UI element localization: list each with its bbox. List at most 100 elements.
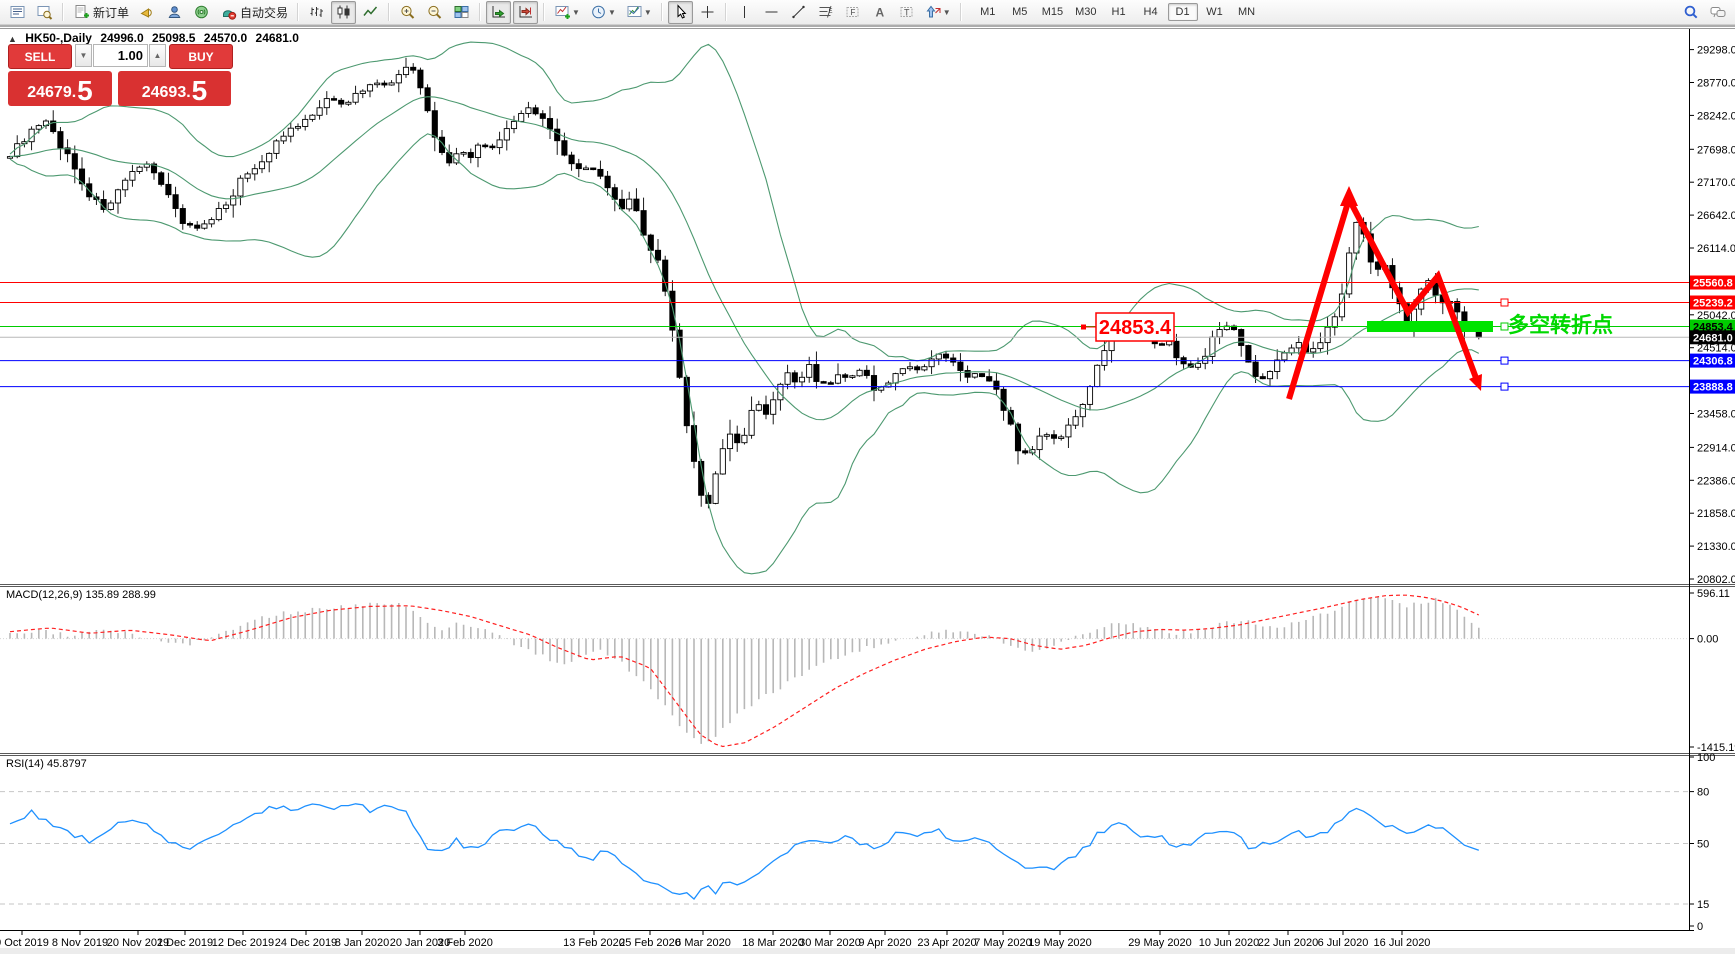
volume-increase-button[interactable]: ▲ bbox=[149, 44, 166, 67]
candle bbox=[395, 74, 402, 84]
indicators-button[interactable]: ▼ bbox=[550, 1, 584, 24]
timeframe-button-w1[interactable]: W1 bbox=[1206, 6, 1223, 18]
candle bbox=[899, 368, 906, 375]
timeframe-button-h1[interactable]: H1 bbox=[1111, 6, 1126, 18]
autotrading-button[interactable]: 自动交易 bbox=[216, 1, 292, 24]
signal-button[interactable] bbox=[189, 1, 214, 24]
buy-price-box[interactable]: 24693. 5 bbox=[118, 71, 231, 106]
axis-tick-label: 21858.0 bbox=[1697, 508, 1735, 520]
buy-button[interactable]: BUY bbox=[169, 44, 233, 69]
candle bbox=[438, 136, 446, 153]
zoom-out-button[interactable] bbox=[422, 1, 447, 24]
candle bbox=[64, 147, 71, 155]
text-button[interactable]: A bbox=[867, 1, 892, 24]
candle bbox=[1310, 348, 1317, 353]
trendline-button[interactable] bbox=[786, 1, 811, 24]
candle bbox=[928, 358, 935, 368]
timeframe-button-mn[interactable]: MN bbox=[1237, 6, 1256, 18]
megaphone-button[interactable] bbox=[135, 1, 160, 24]
candle bbox=[374, 82, 381, 86]
crosshair-button[interactable] bbox=[695, 1, 720, 24]
annotation-text[interactable]: 多空转折点 bbox=[1508, 313, 1613, 337]
rsi-indicator-label: RSI(14) 45.8797 bbox=[6, 758, 87, 770]
sell-price: 24679. bbox=[27, 84, 77, 101]
macd-tick-label: 0.00 bbox=[1697, 634, 1718, 646]
line-handle[interactable] bbox=[1500, 382, 1509, 391]
collapse-panel-icon[interactable]: ▲ bbox=[8, 34, 17, 44]
candle bbox=[1166, 340, 1173, 346]
price-callout-box[interactable]: 24853.4 bbox=[1081, 312, 1175, 342]
fibonacci-button[interactable]: E bbox=[813, 1, 838, 24]
auto-scroll-button[interactable] bbox=[486, 0, 512, 24]
axis-tick-label: 27170.0 bbox=[1697, 177, 1735, 189]
timeframe-button-h4[interactable]: H4 bbox=[1143, 6, 1158, 18]
timeframe-button-m30[interactable]: M30 bbox=[1075, 6, 1097, 18]
contact-icon bbox=[168, 6, 181, 18]
candle bbox=[114, 189, 122, 204]
vertical-line-button[interactable] bbox=[732, 1, 757, 24]
price-axis[interactable]: 29298.0 28770.0 28242.0 27698.0 27170.0 26642… bbox=[1689, 45, 1735, 933]
support-highlight-bar[interactable] bbox=[1367, 321, 1493, 332]
candle bbox=[532, 107, 539, 115]
shapes-button[interactable]: ▼ bbox=[921, 1, 955, 24]
search-icon bbox=[1684, 5, 1698, 19]
periods-button[interactable]: ▼ bbox=[586, 1, 620, 24]
candle bbox=[726, 433, 734, 450]
candle bbox=[734, 433, 741, 444]
timeframe-button-m1[interactable]: M1 bbox=[980, 6, 996, 18]
date-label: 3 Feb 2020 bbox=[437, 937, 493, 949]
sell-button[interactable]: SELL bbox=[8, 44, 72, 69]
window-magnifier-button[interactable] bbox=[32, 1, 57, 24]
templates-icon bbox=[627, 6, 642, 17]
candle bbox=[849, 375, 856, 378]
signal-icon bbox=[195, 5, 208, 19]
line-handle[interactable] bbox=[1500, 356, 1509, 365]
candle bbox=[431, 110, 438, 138]
search-button[interactable] bbox=[1678, 1, 1703, 24]
candle bbox=[244, 173, 251, 179]
candle bbox=[359, 90, 366, 94]
date-label: 12 Dec 2019 bbox=[212, 937, 274, 949]
cursor-button[interactable] bbox=[667, 0, 693, 24]
zoom-in-button[interactable] bbox=[395, 1, 420, 24]
symbol-name: HK50-,Daily bbox=[25, 31, 92, 45]
label-button[interactable]: T bbox=[894, 1, 919, 24]
tile-windows-button[interactable] bbox=[449, 1, 474, 24]
axis-tick-label: 20802.0 bbox=[1697, 574, 1735, 586]
bar-chart-button[interactable] bbox=[304, 1, 329, 24]
candlestick-button[interactable] bbox=[331, 0, 357, 24]
main-chart-panel: 24853.4 多空转折点 bbox=[0, 41, 1689, 575]
channel-button[interactable]: F bbox=[840, 1, 865, 24]
candle bbox=[546, 118, 554, 130]
timeframe-button-m5[interactable]: M5 bbox=[1012, 6, 1028, 18]
chart-list-button[interactable] bbox=[5, 1, 30, 24]
fibonacci-icon: E bbox=[819, 5, 832, 18]
templates-button[interactable]: ▼ bbox=[622, 1, 656, 24]
toolbar-separator bbox=[660, 3, 663, 21]
chevron-down-icon: ▼ bbox=[942, 7, 951, 17]
sell-price-box[interactable]: 24679. 5 bbox=[8, 71, 112, 106]
toolbar-separator bbox=[62, 3, 64, 21]
candle bbox=[712, 473, 719, 504]
timeframe-button-m15[interactable]: M15 bbox=[1041, 6, 1064, 18]
axis-tick-label: 26642.0 bbox=[1697, 210, 1735, 222]
new-order-button[interactable]: 新订单 bbox=[69, 1, 133, 24]
chart-shift-button[interactable] bbox=[513, 0, 539, 24]
candle bbox=[1079, 404, 1086, 418]
chat-button[interactable] bbox=[1705, 1, 1730, 24]
candle bbox=[453, 153, 460, 164]
timeframe-button-d1[interactable]: D1 bbox=[1167, 3, 1198, 21]
volume-input[interactable]: 1.00 bbox=[93, 44, 148, 67]
horizontal-line-button[interactable] bbox=[759, 1, 784, 24]
volume-decrease-button[interactable]: ▼ bbox=[75, 44, 92, 67]
contact-button[interactable] bbox=[162, 1, 187, 24]
trend-arrow-line[interactable] bbox=[1286, 191, 1479, 400]
line-handle[interactable] bbox=[1500, 298, 1509, 307]
candle bbox=[1317, 342, 1324, 350]
line-handle[interactable] bbox=[1500, 322, 1509, 331]
buy-price-big-digit: 5 bbox=[191, 75, 208, 106]
line-chart-button[interactable] bbox=[358, 1, 383, 24]
candle bbox=[597, 168, 604, 177]
